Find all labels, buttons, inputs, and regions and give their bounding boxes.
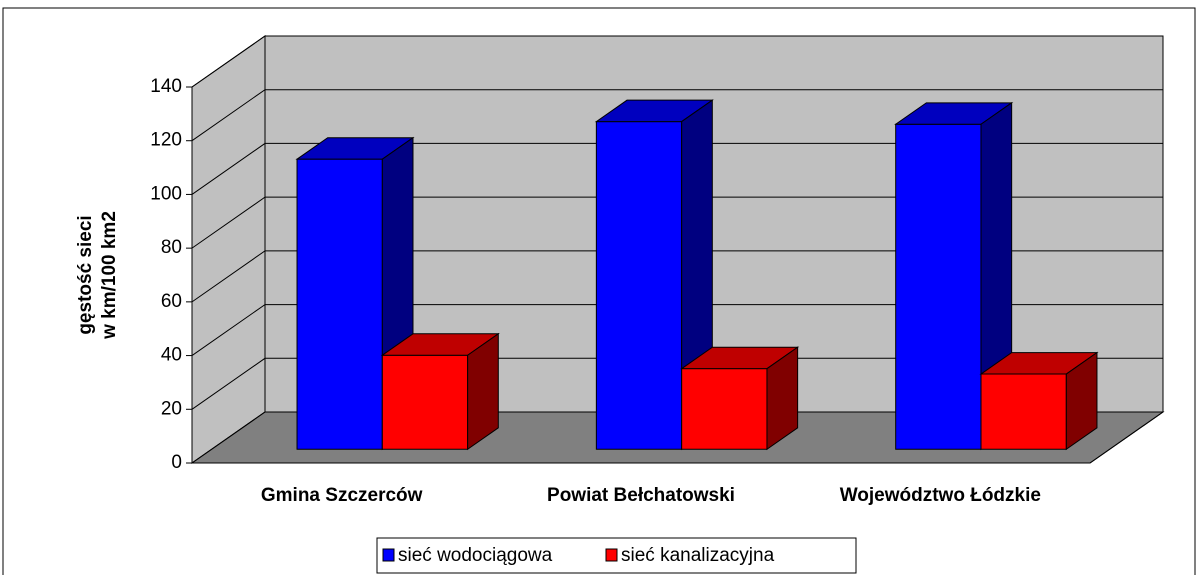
- y-tick-label: 20: [161, 398, 182, 419]
- bar-front: [595, 121, 683, 450]
- x-tick-label: Powiat Bełchatowski: [547, 485, 735, 506]
- bar-front: [980, 373, 1067, 450]
- side-wall: [191, 35, 266, 464]
- y-tick-label: 0: [171, 452, 182, 473]
- bar: [680, 346, 800, 451]
- bar-front: [296, 158, 383, 450]
- y-axis-title: w km/100 km2: [99, 211, 120, 340]
- grid-line: [191, 304, 1163, 356]
- bar-side: [1065, 351, 1098, 451]
- grid-line: [191, 89, 1163, 142]
- grid-line: [191, 250, 1163, 303]
- y-tick-label: 40: [161, 345, 182, 366]
- bar: [380, 332, 500, 451]
- x-tick-label: Gmina Szczerców: [261, 485, 423, 506]
- bar-front: [681, 368, 768, 450]
- y-tick-label: 120: [150, 130, 182, 151]
- grid-line: [191, 411, 1163, 464]
- bar: [979, 351, 1099, 451]
- legend-label: sieć kanalizacyjna: [621, 545, 775, 566]
- plot-area: 0 20 40 60 80 100 120 140 Gmina Szczerców Powiat …: [150, 35, 1165, 506]
- y-tick-label: 80: [161, 237, 182, 258]
- grid-line: [191, 196, 1163, 249]
- bar-side: [467, 332, 499, 451]
- bar-front: [895, 123, 982, 450]
- grid-line: [191, 357, 1163, 410]
- y-axis-title: gęstość sieci: [75, 215, 96, 334]
- legend-label: sieć wodociągowa: [398, 545, 553, 566]
- bar: [295, 136, 415, 451]
- grid-line: [191, 35, 1163, 88]
- x-axis: [192, 411, 1164, 464]
- legend: sieć wodociągowa sieć kanalizacyjna: [376, 537, 857, 574]
- grid-line: [191, 142, 1163, 195]
- bar-front: [381, 354, 469, 450]
- y-tick-label: 60: [161, 291, 182, 312]
- legend-swatch: [382, 548, 395, 562]
- y-tick-label: 140: [150, 76, 182, 97]
- x-tick-label: Województwo Łódzkie: [840, 485, 1041, 506]
- y-tick-label: 100: [150, 183, 182, 204]
- legend-swatch: [605, 548, 618, 562]
- bar-side: [766, 346, 799, 451]
